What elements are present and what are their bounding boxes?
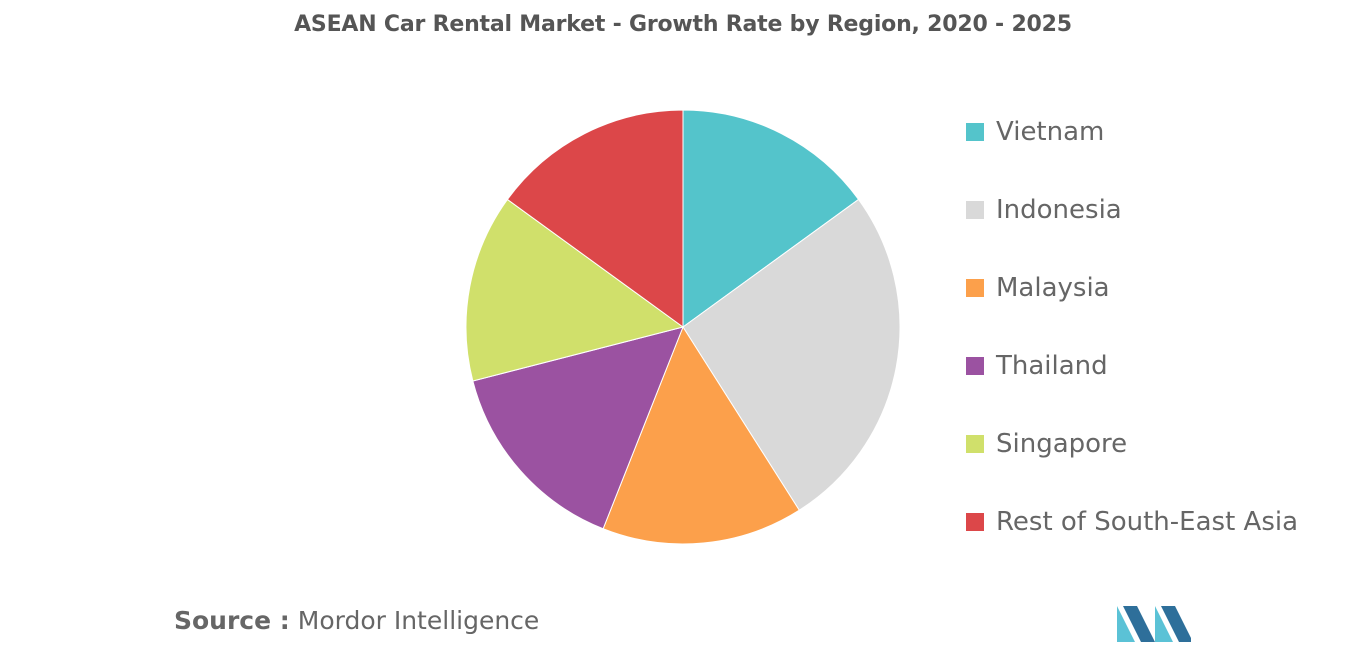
pie-slice-malaysia xyxy=(602,325,800,545)
legend-swatch xyxy=(966,201,984,219)
legend-swatch xyxy=(966,513,984,531)
legend-item-malaysia: Malaysia xyxy=(966,268,1110,308)
source-label: Source : xyxy=(174,606,290,635)
legend-swatch xyxy=(966,123,984,141)
pie-slice-vietnam xyxy=(682,109,860,328)
legend-swatch xyxy=(966,357,984,375)
mordor-intelligence-logo-icon xyxy=(1117,606,1191,642)
legend-label: Thailand xyxy=(996,351,1108,381)
legend-swatch xyxy=(966,279,984,297)
legend-item-vietnam: Vietnam xyxy=(966,112,1104,152)
legend-item-thailand: Thailand xyxy=(966,346,1108,386)
source-note: Source : Mordor Intelligence xyxy=(174,606,539,635)
pie-slice-indonesia xyxy=(682,198,901,511)
pie-slice-rest-of-south-east-asia xyxy=(506,109,684,328)
legend-item-indonesia: Indonesia xyxy=(966,190,1122,230)
source-text: Mordor Intelligence xyxy=(297,606,540,635)
pie-slice-thailand xyxy=(472,326,684,530)
legend-swatch xyxy=(966,435,984,453)
chart-title: ASEAN Car Rental Market - Growth Rate by… xyxy=(294,12,1072,37)
legend-label: Vietnam xyxy=(996,117,1105,147)
legend-label: Singapore xyxy=(996,429,1128,459)
legend-label: Malaysia xyxy=(996,273,1110,303)
pie-slice-singapore xyxy=(465,198,685,382)
legend-item-singapore: Singapore xyxy=(966,424,1127,464)
legend-label: Indonesia xyxy=(996,195,1122,225)
legend-item-rest-of-south-east-asia: Rest of South-East Asia xyxy=(966,502,1298,542)
legend-label: Rest of South-East Asia xyxy=(996,507,1299,537)
